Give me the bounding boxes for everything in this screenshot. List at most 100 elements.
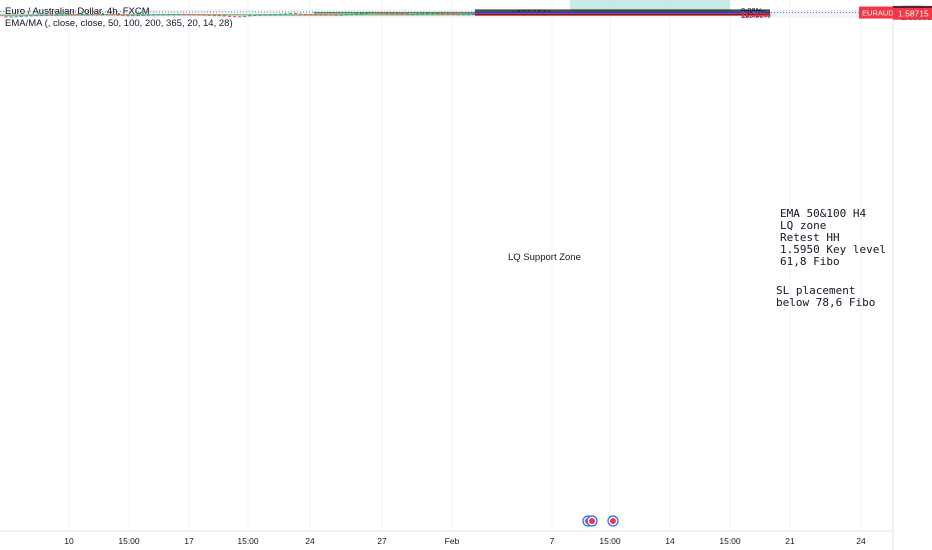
price-axis: 1.625001.620001.615001.610001.605001.600…	[892, 0, 932, 550]
candle-body	[75, 14, 79, 16]
candle-body	[4, 16, 8, 18]
candle	[299, 13, 303, 15]
candle-body	[517, 10, 521, 12]
candle-body	[131, 15, 135, 17]
candle	[370, 12, 374, 14]
candle	[65, 13, 69, 16]
candle-body	[329, 14, 333, 16]
candle	[278, 13, 282, 15]
candle	[253, 14, 257, 16]
candle-body	[451, 13, 455, 15]
candle	[309, 13, 313, 16]
candle-body	[217, 15, 221, 17]
candle	[380, 12, 384, 14]
candle	[29, 15, 33, 17]
event-icons	[582, 515, 619, 527]
candle	[319, 14, 323, 16]
candle	[222, 15, 227, 17]
price-badge-label: 1.58715	[898, 9, 929, 19]
candle-body	[19, 15, 23, 17]
candle	[45, 14, 49, 16]
candle	[14, 16, 18, 18]
candle-body	[111, 14, 115, 16]
candle-body	[85, 14, 89, 16]
candle-body	[375, 12, 379, 14]
event-icon-c-dot	[610, 518, 616, 524]
candle	[131, 14, 135, 17]
candle	[334, 14, 338, 16]
candle	[100, 14, 105, 16]
candle-body	[34, 15, 39, 17]
candle-body	[192, 14, 196, 16]
candle	[293, 12, 298, 14]
candle-body	[232, 16, 237, 18]
candle-body	[522, 10, 526, 12]
candle-body	[50, 14, 54, 16]
candle	[436, 13, 440, 15]
candle	[4, 16, 8, 18]
candle-body	[304, 14, 308, 16]
candle-body	[293, 12, 298, 14]
candle	[156, 14, 160, 16]
candle	[182, 13, 186, 15]
candle-body	[156, 14, 160, 16]
candle-body	[431, 13, 435, 15]
candle-body	[100, 14, 105, 16]
candle	[273, 13, 277, 16]
candle	[90, 13, 94, 16]
candle-body	[227, 15, 232, 17]
candle-body	[537, 10, 541, 12]
indicator-label: EMA/MA (, close, close, 50, 100, 200, 36…	[5, 18, 233, 29]
candle-body	[70, 14, 74, 16]
candle-body	[105, 14, 110, 16]
candle	[161, 14, 166, 16]
candle	[349, 13, 354, 16]
candle	[283, 13, 287, 15]
candle-body	[415, 13, 420, 15]
candle	[151, 14, 155, 16]
candle	[395, 13, 399, 15]
candle	[141, 14, 145, 16]
candle-body	[9, 16, 13, 18]
candle	[268, 14, 272, 16]
candle	[95, 14, 100, 16]
symbol-badge-label: EURAUD	[862, 9, 894, 18]
candle-body	[542, 10, 547, 12]
x-tick-label: 15:00	[719, 536, 741, 546]
candle	[197, 14, 201, 16]
candle-body	[456, 14, 460, 16]
candle-body	[278, 13, 282, 15]
fib-levels: 0.00%38.20%50.00%61.80%78.60%88.60%100.0…	[475, 6, 771, 20]
x-tick-label: 27	[377, 536, 387, 546]
candle-body	[288, 13, 293, 15]
candle-body	[166, 14, 171, 16]
candle	[85, 13, 89, 16]
candle	[354, 13, 359, 15]
candle	[365, 13, 369, 15]
candle	[344, 14, 348, 16]
candle-body	[243, 15, 247, 17]
candle-body	[344, 14, 348, 16]
candle-body	[136, 15, 140, 17]
candle-body	[80, 14, 84, 16]
candle-body	[24, 15, 28, 17]
candle	[136, 14, 140, 17]
candle	[238, 16, 242, 18]
candle	[39, 14, 44, 16]
candle-body	[177, 13, 181, 15]
candle-body	[420, 13, 425, 15]
candle-body	[405, 13, 409, 15]
candle	[55, 14, 59, 16]
candle-body	[207, 14, 211, 16]
candle	[187, 13, 191, 16]
candle-body	[268, 14, 272, 16]
candle-body	[532, 10, 536, 12]
candle-body	[222, 15, 227, 17]
fib-level-label: 0.00%	[741, 6, 763, 15]
candle-body	[187, 14, 191, 16]
candle-body	[202, 14, 206, 16]
candle-body	[395, 13, 399, 15]
candle-body	[29, 15, 33, 17]
candle	[146, 14, 150, 16]
